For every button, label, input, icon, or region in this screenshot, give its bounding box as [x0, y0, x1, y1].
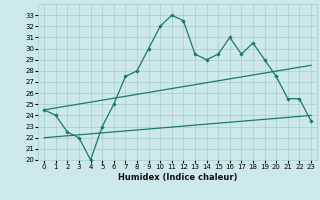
- X-axis label: Humidex (Indice chaleur): Humidex (Indice chaleur): [118, 173, 237, 182]
